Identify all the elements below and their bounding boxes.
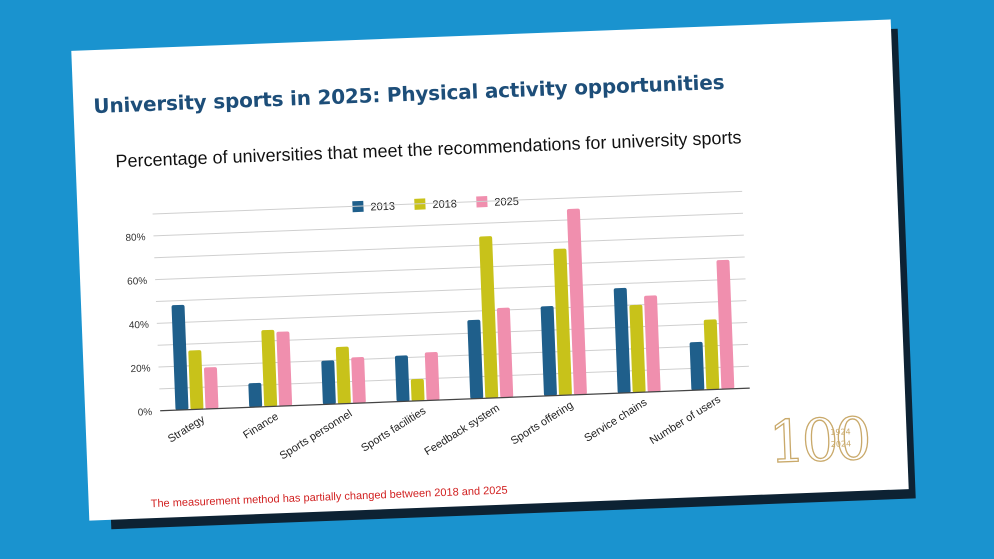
bar-2025-0 bbox=[203, 367, 219, 409]
bar-2013-4 bbox=[467, 319, 484, 399]
x-tick-label: Sports facilities bbox=[359, 405, 428, 455]
x-tick-label: Finance bbox=[241, 411, 281, 442]
bar-2025-3 bbox=[424, 352, 440, 401]
gridline bbox=[155, 256, 745, 281]
chart-gridlines bbox=[152, 190, 749, 390]
bar-2025-1 bbox=[276, 331, 293, 407]
chart-bars bbox=[171, 208, 735, 411]
gridline bbox=[158, 343, 749, 368]
slide-title: University sports in 2025: Physical acti… bbox=[92, 69, 725, 119]
y-tick-label: 80% bbox=[125, 232, 146, 244]
centenary-logo: 100 1924 2024 bbox=[768, 408, 871, 470]
bar-2013-2 bbox=[321, 360, 336, 405]
bar-2018-5 bbox=[553, 248, 572, 396]
x-tick-label: Sports offering bbox=[509, 399, 576, 447]
y-tick-label: 20% bbox=[130, 363, 151, 375]
y-tick-label: 0% bbox=[138, 407, 153, 419]
bar-2018-4 bbox=[479, 236, 499, 399]
gridline bbox=[152, 190, 743, 215]
gridline bbox=[156, 300, 747, 324]
y-axis: 0% 20% 40% 60% 80% bbox=[125, 232, 153, 419]
logo-numeral: 100 bbox=[768, 408, 870, 470]
bar-2018-7 bbox=[703, 319, 720, 390]
bar-2018-1 bbox=[261, 329, 278, 407]
gridline bbox=[153, 212, 744, 237]
gridline bbox=[155, 278, 746, 302]
gridline bbox=[159, 365, 749, 390]
logo-year-start: 1924 bbox=[830, 427, 851, 437]
bar-2025-7 bbox=[716, 259, 735, 390]
bar-2025-6 bbox=[644, 295, 661, 392]
bar-2018-2 bbox=[335, 346, 351, 404]
bar-2018-3 bbox=[410, 378, 425, 402]
gridline bbox=[157, 322, 748, 346]
bar-2025-2 bbox=[351, 357, 366, 404]
bar-2025-4 bbox=[496, 307, 514, 398]
bar-2013-5 bbox=[540, 305, 557, 396]
x-tick-label: Strategy bbox=[166, 413, 207, 445]
legend-label: 2013 bbox=[370, 201, 395, 214]
x-tick-label: Service chains bbox=[582, 396, 649, 445]
bar-2013-7 bbox=[689, 341, 705, 391]
x-tick-label: Number of users bbox=[648, 393, 724, 447]
bar-2013-1 bbox=[248, 382, 263, 408]
bar-2018-6 bbox=[629, 304, 646, 393]
chart-legend: 2013 2018 2025 bbox=[352, 196, 519, 214]
x-tick-label: Feedback system bbox=[423, 402, 502, 458]
bar-2018-0 bbox=[188, 350, 204, 410]
slide: University sports in 2025: Physical acti… bbox=[71, 19, 909, 521]
bar-2013-0 bbox=[171, 304, 189, 411]
y-tick-label: 60% bbox=[127, 276, 148, 288]
bar-2025-5 bbox=[566, 208, 587, 395]
x-axis-line bbox=[160, 387, 750, 412]
x-tick-label: Sports personnel bbox=[278, 408, 355, 462]
bar-2013-3 bbox=[394, 355, 410, 402]
bar-chart: 2013 2018 2025 0% 20% 40% 60% 80% Strategy Fina… bbox=[125, 190, 750, 462]
legend-label: 2018 bbox=[432, 198, 457, 211]
bar-2013-6 bbox=[613, 287, 631, 394]
gridline bbox=[154, 234, 744, 259]
logo-year-end: 2024 bbox=[831, 439, 852, 449]
y-tick-label: 40% bbox=[129, 320, 150, 332]
legend-label: 2025 bbox=[494, 196, 519, 209]
